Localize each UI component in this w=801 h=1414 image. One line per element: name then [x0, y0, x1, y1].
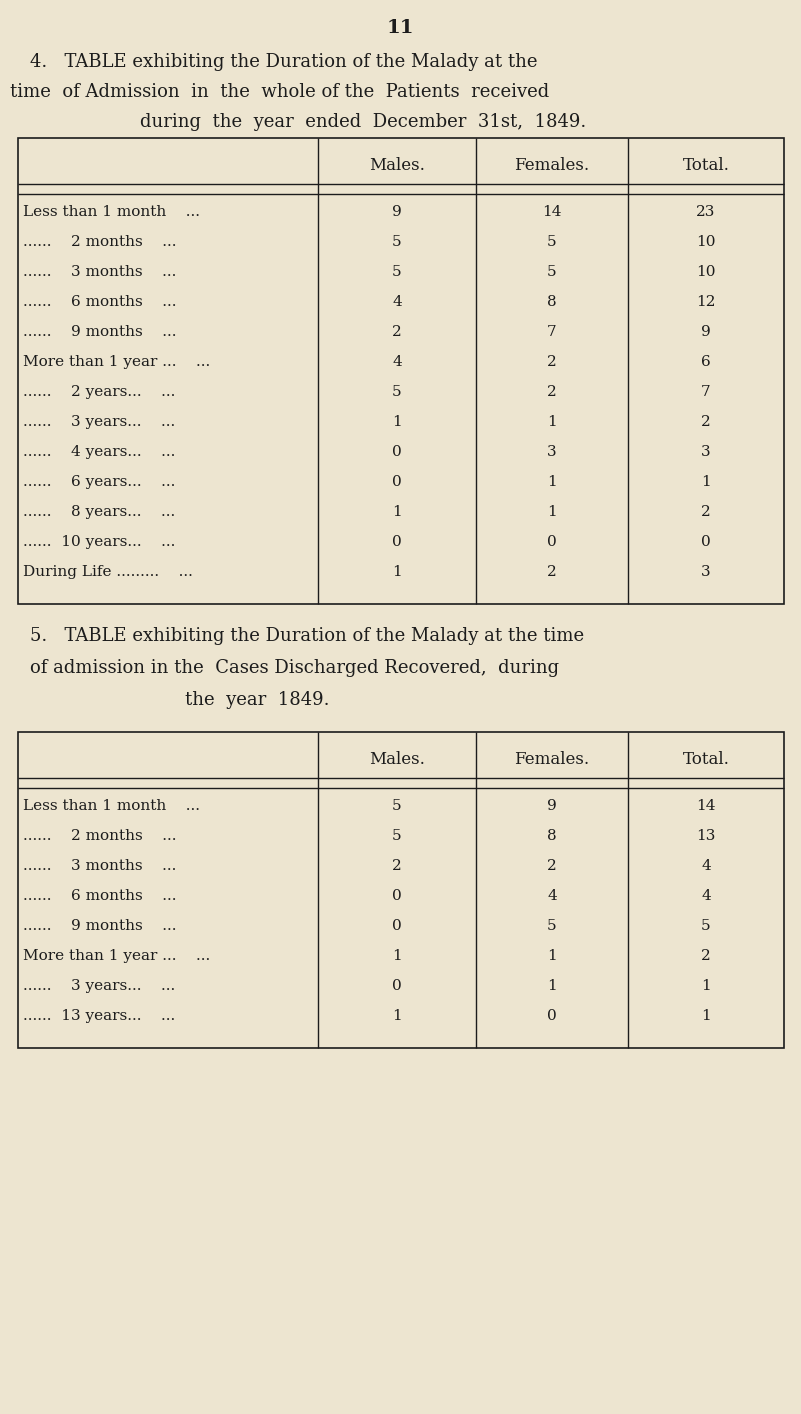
Text: 0: 0: [392, 534, 402, 549]
Text: 12: 12: [696, 296, 716, 310]
Text: 2: 2: [701, 414, 710, 428]
Text: 5: 5: [392, 799, 402, 813]
Text: 0: 0: [392, 889, 402, 904]
Text: 23: 23: [696, 205, 715, 219]
Text: ......    8 years...    ...: ...... 8 years... ...: [23, 505, 175, 519]
Text: 13: 13: [696, 829, 715, 843]
Text: 2: 2: [392, 325, 402, 339]
Text: ......    3 months    ...: ...... 3 months ...: [23, 858, 176, 872]
Text: 1: 1: [392, 566, 402, 578]
Text: 7: 7: [701, 385, 710, 399]
Text: ......    6 months    ...: ...... 6 months ...: [23, 889, 176, 904]
Text: 0: 0: [392, 919, 402, 933]
Text: Total.: Total.: [682, 751, 730, 768]
Text: ......    3 years...    ...: ...... 3 years... ...: [23, 978, 175, 993]
Text: 4: 4: [392, 296, 402, 310]
Text: ......    6 months    ...: ...... 6 months ...: [23, 296, 176, 310]
Text: Less than 1 month    ...: Less than 1 month ...: [23, 799, 200, 813]
Text: 0: 0: [392, 475, 402, 489]
Text: 0: 0: [547, 1010, 557, 1022]
Text: 1: 1: [547, 414, 557, 428]
Text: 1: 1: [547, 949, 557, 963]
Text: during  the  year  ended  December  31st,  1849.: during the year ended December 31st, 184…: [140, 113, 586, 132]
Text: time  of Admission  in  the  whole of the  Patients  received: time of Admission in the whole of the Pa…: [10, 83, 549, 100]
Text: 4: 4: [701, 889, 710, 904]
Text: 4.   TABLE exhibiting the Duration of the Malady at the: 4. TABLE exhibiting the Duration of the …: [30, 52, 537, 71]
Text: 9: 9: [701, 325, 710, 339]
Text: Males.: Males.: [369, 157, 425, 174]
Text: 10: 10: [696, 235, 716, 249]
Text: 5: 5: [392, 829, 402, 843]
Text: 1: 1: [547, 505, 557, 519]
Text: ......  10 years...    ...: ...... 10 years... ...: [23, 534, 175, 549]
Text: 2: 2: [701, 505, 710, 519]
Bar: [18, 732, 784, 1048]
Text: 1: 1: [392, 414, 402, 428]
Text: 14: 14: [542, 205, 562, 219]
Text: 5: 5: [392, 235, 402, 249]
Text: 6: 6: [701, 355, 710, 369]
Text: 2: 2: [701, 949, 710, 963]
Text: 2: 2: [547, 566, 557, 578]
Text: ......    9 months    ...: ...... 9 months ...: [23, 325, 176, 339]
Text: 1: 1: [392, 505, 402, 519]
Text: 7: 7: [547, 325, 557, 339]
Text: ......  13 years...    ...: ...... 13 years... ...: [23, 1010, 175, 1022]
Text: 0: 0: [392, 978, 402, 993]
Text: 14: 14: [696, 799, 716, 813]
Text: of admission in the  Cases Discharged Recovered,  during: of admission in the Cases Discharged Rec…: [30, 659, 559, 677]
Text: 0: 0: [547, 534, 557, 549]
Text: Less than 1 month    ...: Less than 1 month ...: [23, 205, 200, 219]
Text: During Life .........    ...: During Life ......... ...: [23, 566, 193, 578]
Text: 1: 1: [701, 1010, 710, 1022]
Text: 0: 0: [701, 534, 710, 549]
Text: 3: 3: [547, 445, 557, 460]
Text: 1: 1: [547, 978, 557, 993]
Text: 11: 11: [386, 18, 414, 37]
Text: 1: 1: [547, 475, 557, 489]
Text: Total.: Total.: [682, 157, 730, 174]
Text: 5: 5: [547, 264, 557, 279]
Text: ......    2 months    ...: ...... 2 months ...: [23, 235, 176, 249]
Text: ......    6 years...    ...: ...... 6 years... ...: [23, 475, 175, 489]
Text: 1: 1: [701, 475, 710, 489]
Text: 4: 4: [701, 858, 710, 872]
Text: 1: 1: [392, 1010, 402, 1022]
Text: 1: 1: [392, 949, 402, 963]
Text: 4: 4: [392, 355, 402, 369]
Text: 2: 2: [392, 858, 402, 872]
Text: 2: 2: [547, 355, 557, 369]
Text: 5: 5: [547, 919, 557, 933]
Text: 5: 5: [392, 264, 402, 279]
Text: More than 1 year ...    ...: More than 1 year ... ...: [23, 355, 210, 369]
Text: 8: 8: [547, 296, 557, 310]
Text: ......    9 months    ...: ...... 9 months ...: [23, 919, 176, 933]
Text: ......    3 months    ...: ...... 3 months ...: [23, 264, 176, 279]
Text: 5.   TABLE exhibiting the Duration of the Malady at the time: 5. TABLE exhibiting the Duration of the …: [30, 626, 584, 645]
Text: More than 1 year ...    ...: More than 1 year ... ...: [23, 949, 210, 963]
Text: 2: 2: [547, 858, 557, 872]
Text: 0: 0: [392, 445, 402, 460]
Text: Males.: Males.: [369, 751, 425, 768]
Text: Females.: Females.: [514, 751, 590, 768]
Text: 9: 9: [547, 799, 557, 813]
Text: 3: 3: [701, 566, 710, 578]
Text: ......    2 months    ...: ...... 2 months ...: [23, 829, 176, 843]
Text: ......    3 years...    ...: ...... 3 years... ...: [23, 414, 175, 428]
Text: 1: 1: [701, 978, 710, 993]
Text: 5: 5: [701, 919, 710, 933]
Text: ......    4 years...    ...: ...... 4 years... ...: [23, 445, 175, 460]
Text: Females.: Females.: [514, 157, 590, 174]
Bar: [18, 139, 784, 604]
Text: 10: 10: [696, 264, 716, 279]
Text: the  year  1849.: the year 1849.: [185, 691, 329, 708]
Text: ......    2 years...    ...: ...... 2 years... ...: [23, 385, 175, 399]
Text: 8: 8: [547, 829, 557, 843]
Text: 9: 9: [392, 205, 402, 219]
Text: 5: 5: [547, 235, 557, 249]
Text: 4: 4: [547, 889, 557, 904]
Text: 2: 2: [547, 385, 557, 399]
Text: 5: 5: [392, 385, 402, 399]
Text: 3: 3: [701, 445, 710, 460]
